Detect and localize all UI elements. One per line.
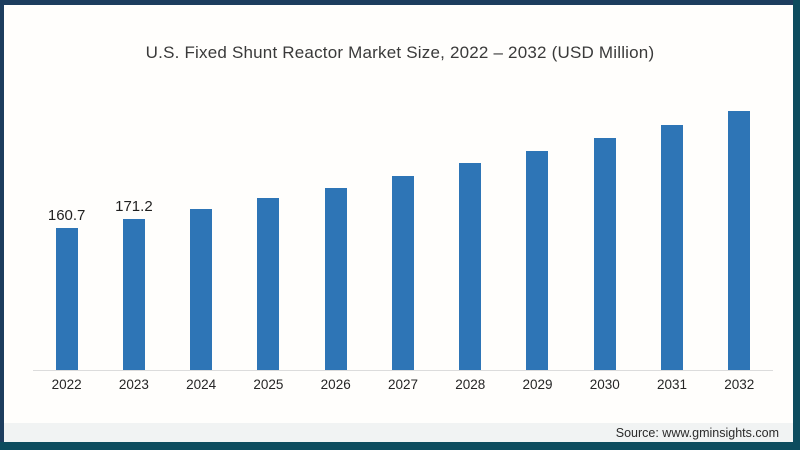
footer-band: Source: www.gminsights.com <box>4 423 793 442</box>
x-axis-label-2027: 2027 <box>387 377 418 392</box>
bar-2026 <box>324 187 347 370</box>
x-axis-label-2032: 2032 <box>724 377 755 392</box>
source-credit: Source: www.gminsights.com <box>615 425 779 440</box>
x-axis-label-2030: 2030 <box>589 377 620 392</box>
frame-border-top <box>0 0 800 5</box>
year-labels-row: 2022 2023 2024 2025 2026 2027 2028 2029 2030 2031… <box>33 377 773 392</box>
x-axis-label-2023: 2023 <box>118 377 149 392</box>
bar-column-2027 <box>369 95 436 370</box>
x-axis-label-2026: 2026 <box>320 377 351 392</box>
bar-column-2025 <box>235 95 302 370</box>
bar-2031 <box>661 124 684 370</box>
x-axis-label-2031: 2031 <box>657 377 688 392</box>
x-axis-label-2028: 2028 <box>455 377 486 392</box>
bar-2022 <box>55 228 78 370</box>
bar-column-2032 <box>706 95 773 370</box>
bar-value-label: 171.2 <box>115 198 153 215</box>
bar-2023 <box>122 219 145 370</box>
bar-2025 <box>257 198 280 370</box>
x-axis-label-2025: 2025 <box>253 377 284 392</box>
bar-column-2026 <box>302 95 369 370</box>
bar-column-2030 <box>571 95 638 370</box>
bar-column-2031 <box>638 95 705 370</box>
frame-border-right <box>793 0 800 450</box>
frame-border-bottom <box>0 442 800 450</box>
bar-column-2024 <box>168 95 235 370</box>
bar-value-label: 160.7 <box>47 207 86 225</box>
bar-column-2028 <box>437 95 504 370</box>
bar-2024 <box>190 208 213 370</box>
bar-column-2022: 160.7 <box>33 95 100 370</box>
x-axis-label-2029: 2029 <box>522 377 553 392</box>
chart-title: U.S. Fixed Shunt Reactor Market Size, 20… <box>145 43 655 62</box>
bar-2032 <box>728 110 751 370</box>
frame-border-left <box>0 0 4 450</box>
bar-column-2023: 171.2 <box>100 95 167 370</box>
x-axis-label-2022: 2022 <box>51 377 82 392</box>
x-axis-label-2024: 2024 <box>186 377 217 392</box>
bar-2028 <box>459 163 482 370</box>
bar-column-2029 <box>504 95 571 370</box>
bar-2030 <box>593 138 616 370</box>
bar-2027 <box>391 175 414 370</box>
bar-2029 <box>526 151 549 370</box>
bars-row: 160.7 171.2 <box>33 95 773 371</box>
